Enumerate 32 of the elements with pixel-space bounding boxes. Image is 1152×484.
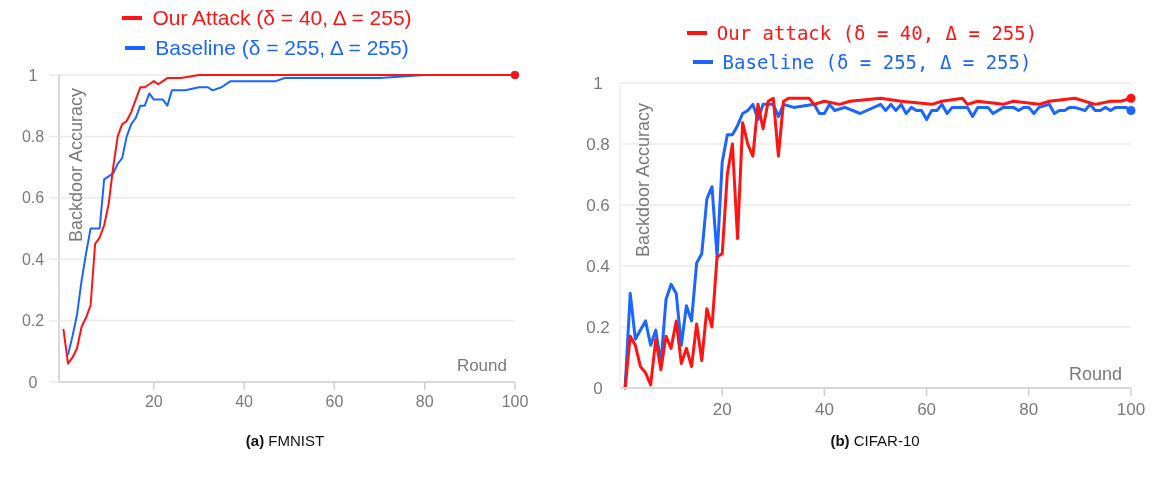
legend-label: Baseline (δ = 255, Δ = 255) bbox=[722, 50, 1032, 73]
x-axis-title: Round bbox=[456, 356, 507, 375]
x-tick-label: 20 bbox=[144, 393, 163, 411]
x-tick-label: 60 bbox=[917, 400, 937, 420]
y-tick-label: 0.2 bbox=[21, 312, 45, 330]
y-tick-label: 0.2 bbox=[586, 317, 610, 337]
y-axis-title: Backdoor Accuracy bbox=[632, 102, 653, 258]
y-tick-label: 0.8 bbox=[21, 127, 45, 145]
x-tick-label: 80 bbox=[1019, 400, 1039, 420]
y-tick-label: 0.6 bbox=[21, 189, 45, 207]
y-tick-label: 1 bbox=[593, 73, 603, 93]
y-tick-label: 0 bbox=[593, 378, 603, 398]
legend-label: Baseline (δ = 255, Δ = 255) bbox=[155, 36, 409, 60]
y-tick-label: 0.4 bbox=[21, 250, 45, 268]
legend-label: Our Attack (δ = 40, Δ = 255) bbox=[152, 6, 412, 30]
x-tick-label: 40 bbox=[814, 400, 834, 420]
x-tick-label: 60 bbox=[325, 393, 344, 411]
x-axis-title: Round bbox=[1068, 363, 1122, 384]
x-tick-label: 40 bbox=[235, 393, 254, 411]
text: (b) CIFAR-10 bbox=[830, 431, 920, 449]
y-tick-label: 0 bbox=[28, 373, 38, 391]
legend-label: Our attack (δ = 40, Δ = 255) bbox=[716, 21, 1038, 44]
y-tick-label: 1 bbox=[28, 66, 38, 84]
y-tick-label: 0.6 bbox=[586, 195, 610, 215]
y-tick-label: 0.8 bbox=[586, 134, 610, 154]
text: (a) FMNIST bbox=[245, 431, 325, 449]
x-tick-label: 80 bbox=[415, 393, 434, 411]
x-tick-label: 100 bbox=[501, 393, 529, 411]
x-tick-label: 20 bbox=[712, 400, 732, 420]
x-tick-label: 100 bbox=[1116, 400, 1146, 420]
y-tick-label: 0.4 bbox=[586, 256, 610, 276]
y-axis-title: Backdoor Accuracy bbox=[65, 87, 86, 243]
